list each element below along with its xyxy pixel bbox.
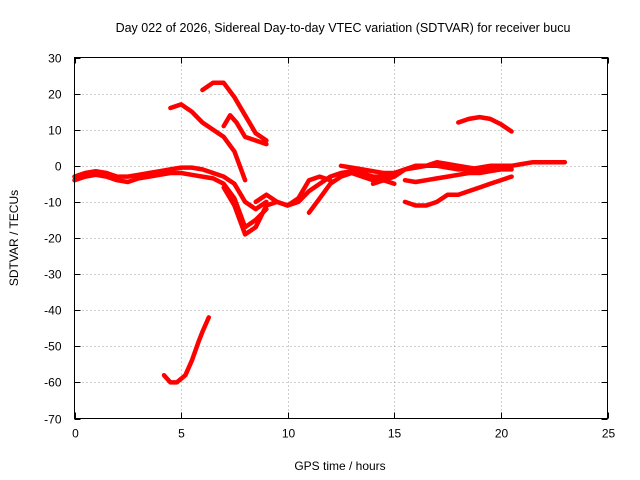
y-axis-label: SDTVAR / TECUs [7,190,21,286]
series-track-a [72,165,269,212]
y-tick-label: -30 [44,268,62,282]
y-tick-label: -20 [44,232,62,246]
y-tick-label: -70 [44,413,62,427]
y-tick-label: -40 [44,304,62,318]
y-tick-label: 0 [55,160,62,174]
x-tick-label: 25 [602,427,616,441]
y-tick-label: -60 [44,376,62,390]
x-tick-label: 10 [282,427,296,441]
series-track-o [161,315,212,385]
series-track-c [168,102,248,183]
series-track-j [370,159,504,187]
plot-frame [74,57,608,419]
y-tick-label: -50 [44,340,62,354]
series-track-b [72,170,269,230]
y-tick-label: 30 [48,52,62,66]
x-tick-label: 5 [178,427,185,441]
series-track-k [402,167,514,185]
y-tick-label: 20 [48,88,62,102]
x-axis-label: GPS time / hours [294,459,385,473]
x-tick-label: 0 [72,427,79,441]
series-track-l [402,174,514,208]
x-tick-label: 20 [495,427,509,441]
series-track-d [200,80,269,143]
y-tick-label: -10 [44,196,62,210]
series-track-g [253,168,397,208]
series-track-n [509,159,568,169]
grid [74,57,608,419]
x-tick-label: 15 [388,427,402,441]
axis-ticks: 0 5 10 15 20 25 30 20 10 0 -10 -20 -30 -40 -50 -60 -70 [44,52,615,441]
series-track-m [456,114,514,134]
chart-title: Day 022 of 2026, Sidereal Day-to-day VTE… [116,21,571,35]
y-tick-label: 10 [48,124,62,138]
data-traces [72,80,568,385]
series-track-e [221,113,269,147]
